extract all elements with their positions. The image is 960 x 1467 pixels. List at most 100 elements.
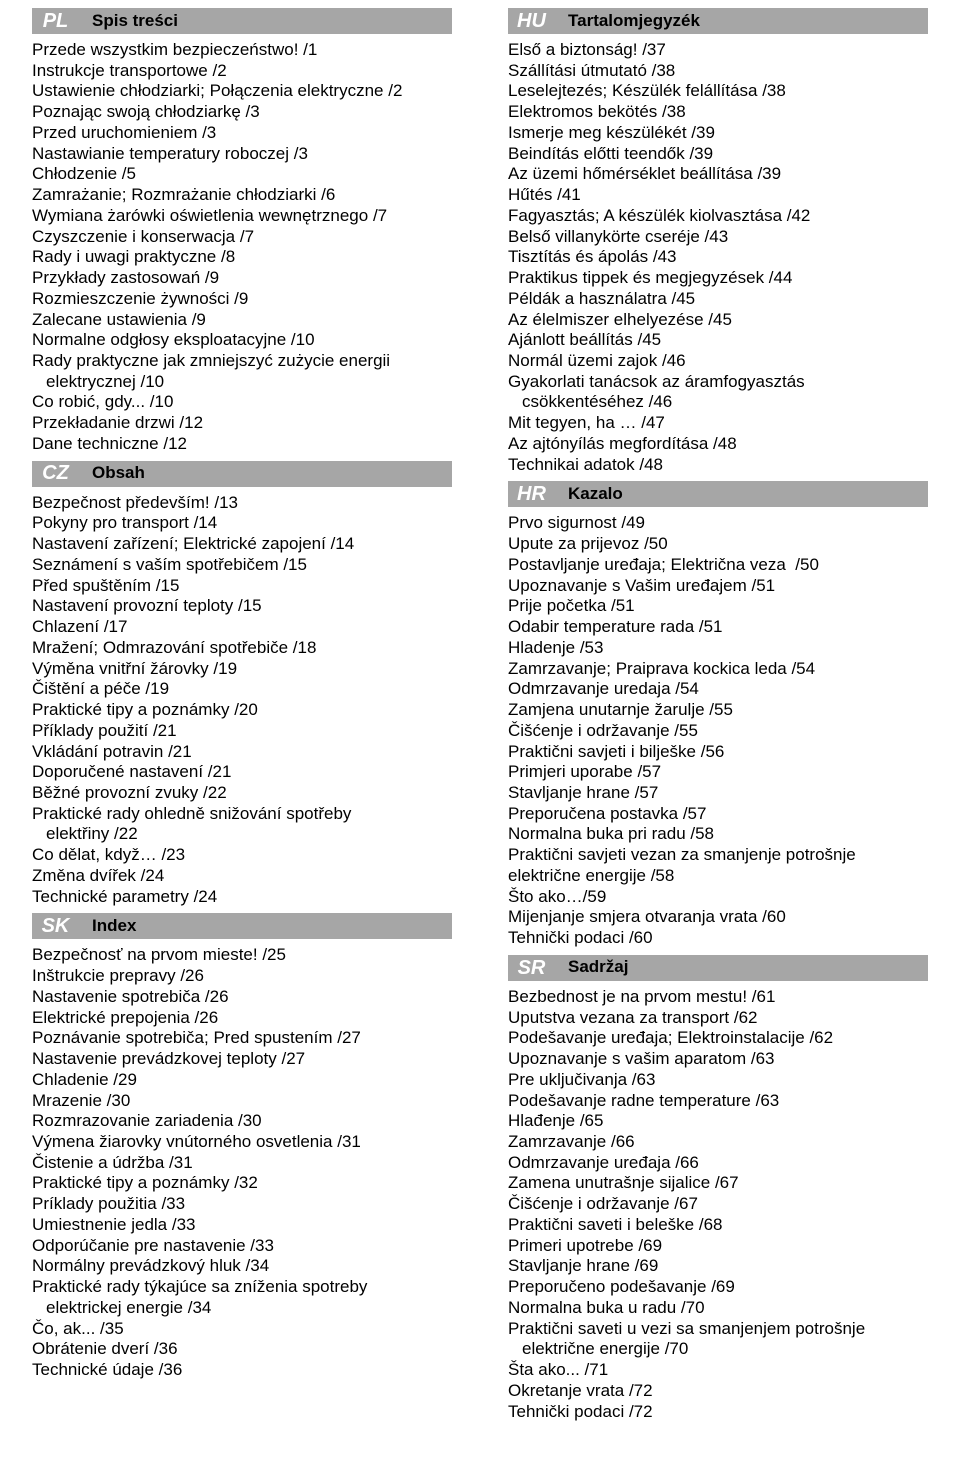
toc-item: Első a biztonság! /37 — [508, 40, 928, 61]
toc-item: Dane techniczne /12 — [32, 434, 452, 455]
toc-item: Ustawienie chłodziarki; Połączenia elekt… — [32, 81, 452, 102]
toc-item: Bezpečnost především! /13 — [32, 493, 452, 514]
toc-item: Normalna buka pri radu /58 — [508, 824, 928, 845]
toc-item: Hladenje /53 — [508, 638, 928, 659]
toc-item: Nastavení provozní teploty /15 — [32, 596, 452, 617]
toc-item: Postavljanje uređaja; Električna veza /5… — [508, 555, 928, 576]
toc-item: Hlađenje /65 — [508, 1111, 928, 1132]
toc-item: Az üzemi hőmérséklet beállítása /39 — [508, 164, 928, 185]
toc-item: Ajánlott beállítás /45 — [508, 330, 928, 351]
language-code: SR — [508, 956, 558, 980]
toc-item: Podešavanje radne temperature /63 — [508, 1091, 928, 1112]
language-code: SK — [32, 914, 82, 938]
toc-item: Nastavenie prevádzkovej teploty /27 — [32, 1049, 452, 1070]
toc-item: Praktični savjeti vezan za smanjenje pot… — [508, 845, 928, 866]
toc-item: Czyszczenie i konserwacja /7 — [32, 227, 452, 248]
toc-item: Elektrické prepojenia /26 — [32, 1008, 452, 1029]
toc-item: Změna dvířek /24 — [32, 866, 452, 887]
section-title: Index — [82, 916, 136, 937]
toc-item: Instrukcje transportowe /2 — [32, 61, 452, 82]
language-code: CZ — [32, 461, 82, 485]
toc-item: Az ajtónyílás megfordítása /48 — [508, 434, 928, 455]
toc-item: Výmena žiarovky vnútorného osvetlenia /3… — [32, 1132, 452, 1153]
toc-item: Chłodzenie /5 — [32, 164, 452, 185]
toc-item: Technické údaje /36 — [32, 1360, 452, 1381]
section-header-cz: CZObsah — [32, 461, 452, 487]
toc-item: Vkládání potravin /21 — [32, 742, 452, 763]
section-header-pl: PLSpis treści — [32, 8, 452, 34]
section-header-sk: SKIndex — [32, 913, 452, 939]
toc-item: Tehnički podaci /60 — [508, 928, 928, 949]
toc-item: Podešavanje uređaja; Elektroinstalacije … — [508, 1028, 928, 1049]
toc-item: Praktični saveti u vezi sa smanjenjem po… — [508, 1319, 928, 1340]
toc-item: Praktické tipy a poznámky /20 — [32, 700, 452, 721]
toc-item: Umiestnenie jedla /33 — [32, 1215, 452, 1236]
toc-item: Preporučena postavka /57 — [508, 804, 928, 825]
toc-item: Normál üzemi zajok /46 — [508, 351, 928, 372]
left-column: PLSpis treści Przede wszystkim bezpieczeń… — [32, 8, 452, 1426]
toc-item: Inštrukcie prepravy /26 — [32, 966, 452, 987]
toc-item: Čistenie a údržba /31 — [32, 1153, 452, 1174]
toc-item: Technikai adatok /48 — [508, 455, 928, 476]
toc-item: električne energije /58 — [508, 866, 928, 887]
toc-item: Rozmrazovanie zariadenia /30 — [32, 1111, 452, 1132]
toc-item: Przed uruchomieniem /3 — [32, 123, 452, 144]
toc-item: Rozmieszczenie żywności /9 — [32, 289, 452, 310]
toc-item: Tisztítás és ápolás /43 — [508, 247, 928, 268]
toc-item: Zamjena unutarnje žarulje /55 — [508, 700, 928, 721]
language-code: HU — [508, 9, 558, 33]
toc-item: Przede wszystkim bezpieczeństwo! /1 — [32, 40, 452, 61]
toc-item: Příklady použití /21 — [32, 721, 452, 742]
toc-item: Nastavenie spotrebiča /26 — [32, 987, 452, 1008]
toc-item: Čo, ak... /35 — [32, 1319, 452, 1340]
toc-item: Odabir temperature rada /51 — [508, 617, 928, 638]
toc-item: Čišćenje i održavanje /55 — [508, 721, 928, 742]
toc-item: Co robić, gdy... /10 — [32, 392, 452, 413]
toc-item: Mrazenie /30 — [32, 1091, 452, 1112]
toc-item: Što ako…/59 — [508, 887, 928, 908]
toc-item: Upoznavanje s Vašim uređajem /51 — [508, 576, 928, 597]
toc-item: Elektromos bekötés /38 — [508, 102, 928, 123]
toc-item: Čišćenje i održavanje /67 — [508, 1194, 928, 1215]
toc-item: Primeri upotrebe /69 — [508, 1236, 928, 1257]
toc-item: Normálny prevádzkový hluk /34 — [32, 1256, 452, 1277]
toc-items: Bezpečnost především! /13Pokyny pro tran… — [32, 493, 452, 908]
toc-item: Zalecane ustawienia /9 — [32, 310, 452, 331]
toc-item: elektrickej energie /34 — [32, 1298, 452, 1319]
toc-item: csökkentéséhez /46 — [508, 392, 928, 413]
toc-item: Výměna vnitřní žárovky /19 — [32, 659, 452, 680]
toc-item: Hűtés /41 — [508, 185, 928, 206]
toc-item: Uputstva vezana za transport /62 — [508, 1008, 928, 1029]
toc-item: Odmrzavanje uređaja /66 — [508, 1153, 928, 1174]
toc-item: Pre uključivanja /63 — [508, 1070, 928, 1091]
toc-item: Prije početka /51 — [508, 596, 928, 617]
toc-item: Praktické tipy a poznámky /32 — [32, 1173, 452, 1194]
two-column-layout: PLSpis treści Przede wszystkim bezpieczeń… — [32, 8, 928, 1426]
toc-item: Leselejtezés; Készülék felállítása /38 — [508, 81, 928, 102]
toc-item: Gyakorlati tanácsok az áramfogyasztás — [508, 372, 928, 393]
toc-item: Az élelmiszer elhelyezése /45 — [508, 310, 928, 331]
section-header-sr: SRSadržaj — [508, 955, 928, 981]
toc-item: Preporučeno podešavanje /69 — [508, 1277, 928, 1298]
toc-item: Mijenjanje smjera otvaranja vrata /60 — [508, 907, 928, 928]
toc-item: Chladenie /29 — [32, 1070, 452, 1091]
toc-item: Tehnički podaci /72 — [508, 1402, 928, 1423]
toc-item: Bezbednost je na prvom mestu! /61 — [508, 987, 928, 1008]
section-header-hr: HRKazalo — [508, 481, 928, 507]
toc-item: Šta ako... /71 — [508, 1360, 928, 1381]
toc-item: Chlazení /17 — [32, 617, 452, 638]
toc-item: Co dělat, když… /23 — [32, 845, 452, 866]
toc-item: Mražení; Odmrazování spotřebiče /18 — [32, 638, 452, 659]
toc-item: Príklady použitia /33 — [32, 1194, 452, 1215]
toc-item: Normalne odgłosy eksploatacyjne /10 — [32, 330, 452, 351]
section-title: Sadržaj — [558, 957, 628, 978]
toc-item: Przekładanie drzwi /12 — [32, 413, 452, 434]
toc-item: Před spuštěním /15 — [32, 576, 452, 597]
toc-item: Rady i uwagi praktyczne /8 — [32, 247, 452, 268]
toc-item: Prvo sigurnost /49 — [508, 513, 928, 534]
toc-item: Poznávanie spotrebiča; Pred spustením /2… — [32, 1028, 452, 1049]
toc-item: Stavljanje hrane /69 — [508, 1256, 928, 1277]
toc-item: Zamrzavanje; Praiprava kockica leda /54 — [508, 659, 928, 680]
toc-item: Seznámení s vaším spotřebičem /15 — [32, 555, 452, 576]
toc-item: Pokyny pro transport /14 — [32, 513, 452, 534]
